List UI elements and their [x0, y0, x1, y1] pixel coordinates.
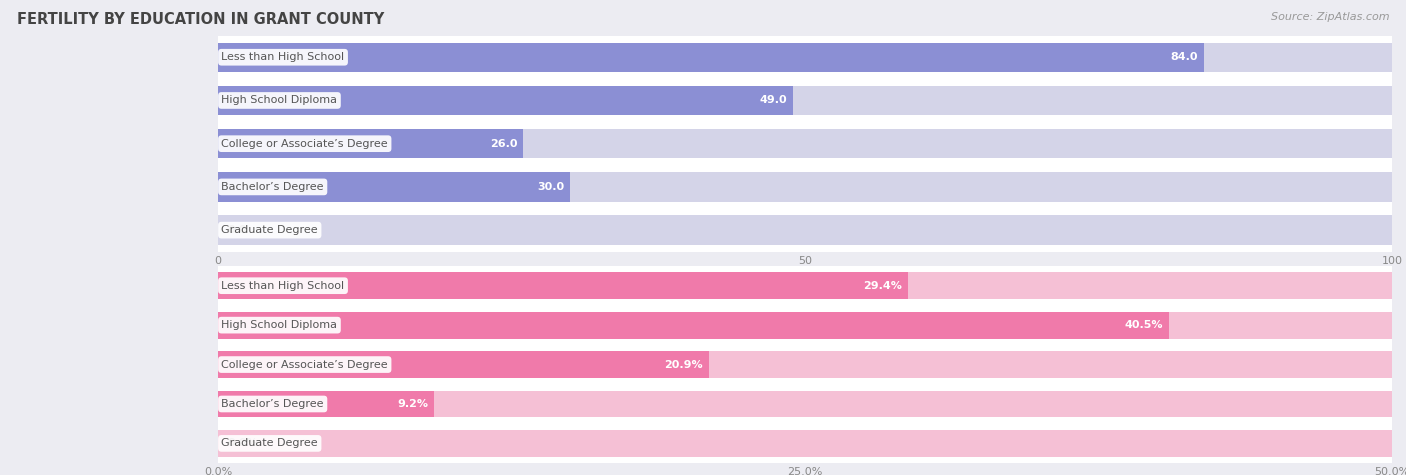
Bar	[218, 384, 1392, 424]
Bar	[218, 351, 709, 378]
Bar	[218, 122, 1392, 165]
Text: Bachelor’s Degree: Bachelor’s Degree	[222, 399, 323, 409]
Text: 0.0: 0.0	[228, 225, 247, 235]
Bar	[218, 36, 1392, 79]
Bar	[218, 86, 793, 115]
Text: 40.5%: 40.5%	[1125, 320, 1163, 330]
Text: 26.0: 26.0	[489, 139, 517, 149]
Bar	[218, 129, 523, 158]
Text: FERTILITY BY EDUCATION IN GRANT COUNTY: FERTILITY BY EDUCATION IN GRANT COUNTY	[17, 12, 384, 27]
Bar	[218, 209, 1392, 252]
Bar	[218, 424, 1392, 463]
Bar	[218, 165, 1392, 209]
Text: Source: ZipAtlas.com: Source: ZipAtlas.com	[1271, 12, 1389, 22]
Bar	[218, 272, 1392, 299]
Bar	[218, 430, 1392, 457]
Text: Less than High School: Less than High School	[222, 52, 344, 62]
Bar	[218, 43, 1392, 72]
Text: 49.0: 49.0	[759, 95, 787, 105]
Bar	[218, 312, 1168, 339]
Bar	[218, 312, 1392, 339]
Bar	[218, 86, 1392, 115]
Text: 29.4%: 29.4%	[863, 281, 903, 291]
Text: Bachelor’s Degree: Bachelor’s Degree	[222, 182, 323, 192]
Bar	[218, 129, 1392, 158]
Bar	[218, 43, 1204, 72]
Text: Graduate Degree: Graduate Degree	[222, 225, 318, 235]
Bar	[218, 390, 434, 418]
Text: Less than High School: Less than High School	[222, 281, 344, 291]
Bar	[218, 172, 1392, 201]
Text: 84.0: 84.0	[1171, 52, 1198, 62]
Bar	[218, 390, 1392, 418]
Bar	[218, 305, 1392, 345]
Bar	[218, 351, 1392, 378]
Bar	[218, 272, 908, 299]
Text: 0.0%: 0.0%	[228, 438, 257, 448]
Text: High School Diploma: High School Diploma	[222, 320, 337, 330]
Text: High School Diploma: High School Diploma	[222, 95, 337, 105]
Text: College or Associate’s Degree: College or Associate’s Degree	[222, 360, 388, 370]
Text: College or Associate’s Degree: College or Associate’s Degree	[222, 139, 388, 149]
Bar	[218, 172, 571, 201]
Bar	[218, 79, 1392, 122]
Text: Graduate Degree: Graduate Degree	[222, 438, 318, 448]
Text: 20.9%: 20.9%	[664, 360, 703, 370]
Bar	[218, 266, 1392, 305]
Bar	[218, 345, 1392, 384]
Text: 30.0: 30.0	[537, 182, 564, 192]
Bar	[218, 216, 1392, 245]
Text: 9.2%: 9.2%	[396, 399, 427, 409]
